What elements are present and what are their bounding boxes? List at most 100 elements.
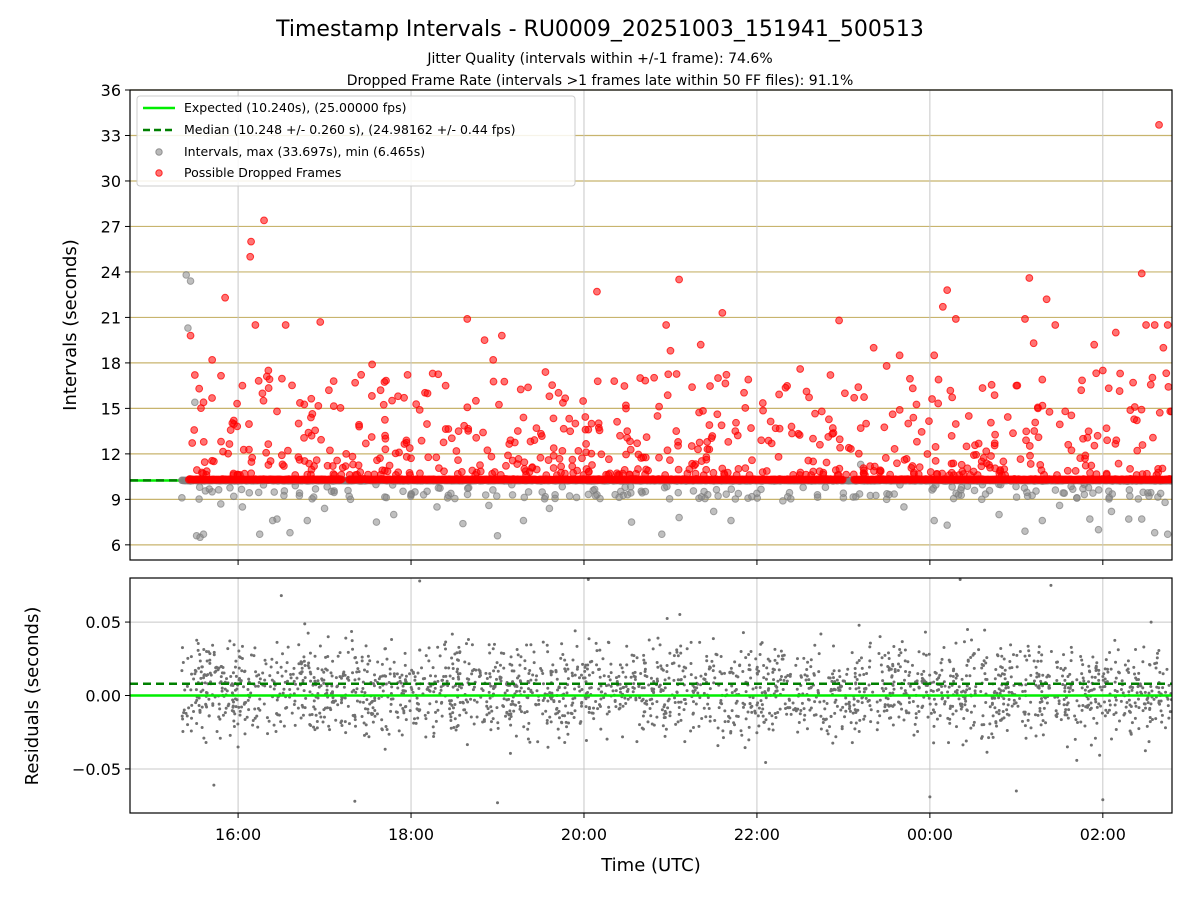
dropped-frame-point [1061,407,1070,416]
residual-point [566,667,570,671]
residual-point [935,717,939,721]
dropped-frame-point [549,451,558,460]
dropped-frame-point [695,438,704,447]
dropped-frame-point [247,237,255,246]
residual-point [602,696,606,700]
dropped-frame-point [687,442,696,450]
dropped-frame-point [238,381,247,390]
residual-point [487,690,491,694]
residual-point [1075,758,1079,762]
residual-point [1117,671,1121,675]
residual-point [813,643,817,647]
residual-point [1148,707,1152,711]
residual-point [934,702,938,706]
residual-point [1093,697,1097,701]
residual-point [284,706,288,710]
residual-point [631,671,635,675]
dropped-frame-point [202,467,211,476]
dropped-frame-point [349,460,357,469]
dropped-frame-point [317,435,325,444]
residual-point [1068,672,1072,676]
dropped-frame-point [741,404,750,412]
residual-point [275,698,279,702]
residual-point [892,645,896,649]
dropped-frame-point [1143,469,1151,478]
residual-point [485,677,489,681]
dropped-frame-point [195,384,204,393]
interval-point [411,488,419,496]
residual-point [679,651,683,655]
residual-point [525,643,529,647]
residual-point [892,687,896,691]
residual-point [807,698,811,702]
residual-point [917,710,921,714]
dropped-frame-point [514,455,523,463]
residual-point [201,688,205,692]
residual-point [231,671,235,675]
residual-point [624,675,628,679]
residual-point [491,647,495,651]
dropped-frame-point [307,431,316,440]
residual-point [535,689,539,693]
residual-point [1137,727,1141,731]
dropped-frame-point [934,399,943,408]
residual-point [836,686,840,690]
residual-point [1012,698,1016,702]
residual-point [928,673,932,677]
residual-point [202,736,206,740]
residual-point [587,710,591,714]
interval-point [611,490,619,499]
residual-point [817,670,821,674]
residual-point [423,677,427,681]
residual-point [694,676,698,680]
interval-point [238,503,247,511]
residual-point [695,686,699,690]
interval-point [616,487,625,496]
residual-point [1057,699,1061,703]
residual-point [960,677,964,681]
residual-point [307,666,311,670]
residual-point [387,732,391,736]
residual-point [275,640,279,644]
dropped-frame-point [199,398,208,407]
residual-point [1154,666,1158,670]
dropped-frame-point [987,380,996,389]
residual-point [488,675,492,679]
dropped-frame-point [741,464,750,473]
dropped-frame-point [428,369,437,378]
dropped-frame-point [504,451,512,460]
residual-point [859,656,863,660]
residual-point [498,663,502,667]
dropped-frame-point [381,415,389,424]
interval-point [1089,489,1097,497]
residual-point [920,672,924,676]
residual-point [297,643,301,647]
residual-point [464,642,468,646]
residual-point [338,651,342,655]
dropped-frame-point [999,457,1008,466]
residual-point [546,650,550,654]
residual-point [821,720,825,724]
residual-point [850,741,854,745]
dropped-frame-point [745,471,754,479]
residual-point [764,761,768,765]
interval-point [783,493,792,501]
residual-point [922,669,926,673]
residual-point [1082,679,1086,683]
residual-point [711,669,715,673]
dropped-frame-point [329,377,338,385]
residual-point [1018,649,1022,653]
residual-point [1029,700,1033,704]
residual-point [212,653,216,657]
residual-point [824,717,828,721]
dropped-frame-point [789,471,798,479]
interval-point [493,531,502,540]
residual-point [899,702,903,706]
residual-point [514,734,518,738]
interval-point [1084,483,1093,492]
dropped-frame-point [1009,429,1017,438]
dropped-frame-point [1016,455,1025,463]
residual-point [313,728,317,732]
residual-point [900,640,904,644]
residual-point [926,715,930,719]
